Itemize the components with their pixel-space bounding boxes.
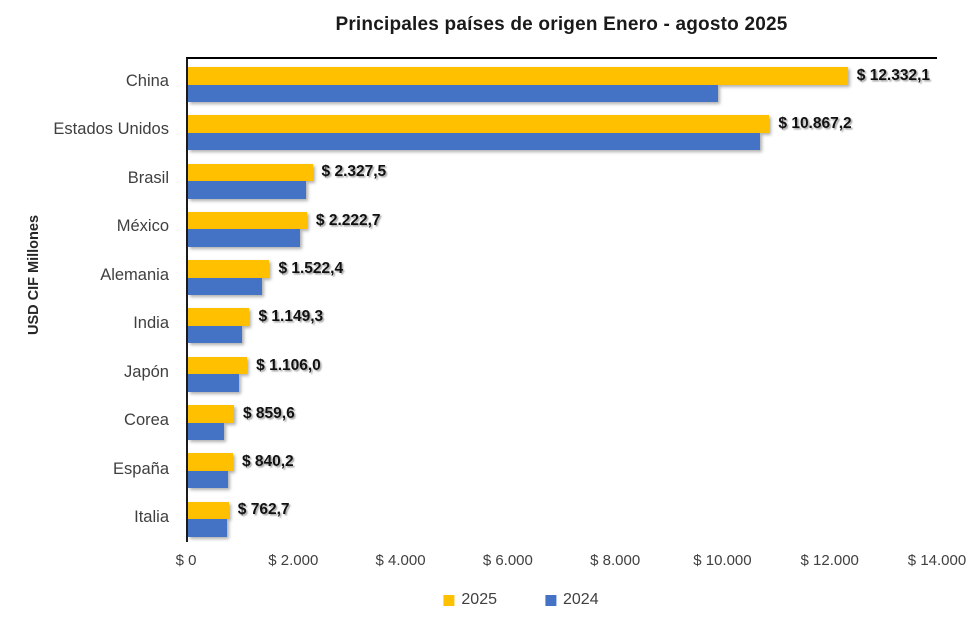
bar-pair: $ 12.332,1: [188, 67, 937, 102]
bar-2025: $ 1.149,3: [188, 308, 323, 326]
bar-2025: $ 1.106,0: [188, 357, 321, 375]
category-label: India: [133, 314, 169, 333]
category-label: China: [125, 71, 169, 90]
x-tick-label: $ 8.000: [590, 552, 641, 569]
legend-label-2025: 2025: [461, 591, 497, 608]
bar-pair: $ 1.522,4: [188, 260, 937, 296]
bar-2024: [188, 422, 224, 441]
bar-2024: [188, 519, 227, 537]
category-label: España: [113, 459, 169, 478]
chart-row: $ 1.106,0: [188, 349, 937, 397]
bar-pair: $ 2.327,5: [188, 163, 937, 199]
bar-2025: $ 12.332,1: [188, 67, 930, 85]
category-label: Brasil: [127, 168, 169, 187]
x-tick-label: $ 2.000: [268, 552, 319, 569]
data-label: $ 1.149,3: [258, 308, 324, 326]
bar-2024: [188, 470, 228, 489]
x-tick-label: $ 0: [175, 552, 197, 569]
bar-2024: [188, 374, 239, 392]
chart-row: $ 10.867,2: [188, 107, 937, 155]
chart-row: $ 1.522,4: [188, 252, 937, 300]
legend-item-2024: 2024: [545, 591, 599, 609]
bar-pair: $ 1.106,0: [188, 357, 937, 392]
x-tick-label: $ 10.000: [693, 552, 752, 569]
bar-2025: $ 2.222,7: [188, 212, 381, 230]
bar-2024: [188, 181, 306, 199]
bar-2024: [188, 325, 242, 344]
data-label: $ 1.106,0: [256, 356, 321, 374]
bar-2025: $ 10.867,2: [188, 115, 852, 133]
bar-pair: $ 2.222,7: [188, 212, 937, 247]
plot-area: $ 12.332,1 $ 10.867,2 $ 2.327,5 $ 2.222,7 $ …: [186, 57, 937, 542]
chart-title: Principales países de origen Enero - ago…: [335, 14, 788, 35]
chart-row: $ 840,2: [188, 445, 937, 493]
bar-2024: [188, 277, 262, 296]
legend-swatch-2025-icon: [443, 594, 455, 606]
category-label: Corea: [124, 411, 169, 430]
data-label: $ 1.522,4: [278, 259, 344, 277]
bar-2024: [188, 132, 761, 151]
category-label: Italia: [134, 508, 169, 527]
category-axis: China Estados Unidos Brasil México Alemania I…: [0, 57, 178, 542]
bar-pair: $ 10.867,2: [188, 115, 937, 151]
legend-swatch-2024-icon: [545, 594, 556, 606]
bar-2025: $ 840,2: [188, 453, 294, 471]
bar-pair: $ 762,7: [188, 501, 937, 537]
category-label: Japón: [124, 362, 169, 381]
chart-row: $ 12.332,1: [188, 59, 937, 107]
bar-pair: $ 859,6: [188, 405, 937, 441]
bar-2025: $ 859,6: [188, 405, 295, 423]
data-label: $ 12.332,1: [856, 66, 931, 84]
legend: 2025 2024: [443, 591, 599, 609]
x-tick-label: $ 12.000: [800, 552, 859, 569]
value-axis: $ 0 $ 2.000 $ 4.000 $ 6.000 $ 8.000 $ 10.000 $…: [176, 552, 967, 574]
data-label: $ 10.867,2: [778, 115, 852, 133]
data-label: $ 762,7: [237, 501, 290, 519]
legend-item-2025: 2025: [443, 591, 497, 609]
bar-pair: $ 1.149,3: [188, 308, 937, 344]
bar-2025: $ 2.327,5: [188, 163, 386, 182]
bar-2025: $ 762,7: [188, 501, 290, 520]
legend-label-2024: 2024: [563, 591, 599, 608]
chart-row: $ 2.327,5: [188, 156, 937, 204]
x-tick-label: $ 14.000: [907, 552, 967, 569]
x-tick-label: $ 4.000: [375, 552, 426, 569]
x-tick-label: $ 6.000: [482, 552, 533, 569]
bar-2024: [188, 84, 718, 102]
data-label: $ 2.327,5: [321, 163, 387, 181]
category-label: Alemania: [100, 265, 169, 284]
chart-row: $ 1.149,3: [188, 300, 937, 348]
category-label: Estados Unidos: [53, 120, 169, 139]
chart-row: $ 762,7: [188, 494, 937, 542]
data-label: $ 2.222,7: [315, 211, 381, 229]
chart-row: $ 2.222,7: [188, 204, 937, 252]
data-label: $ 859,6: [242, 404, 295, 422]
chart-row: $ 859,6: [188, 397, 937, 445]
bar-2025: $ 1.522,4: [188, 260, 343, 278]
data-label: $ 840,2: [241, 453, 294, 471]
category-label: México: [116, 217, 169, 236]
bar-pair: $ 840,2: [188, 453, 937, 489]
bar-2024: [188, 229, 300, 247]
